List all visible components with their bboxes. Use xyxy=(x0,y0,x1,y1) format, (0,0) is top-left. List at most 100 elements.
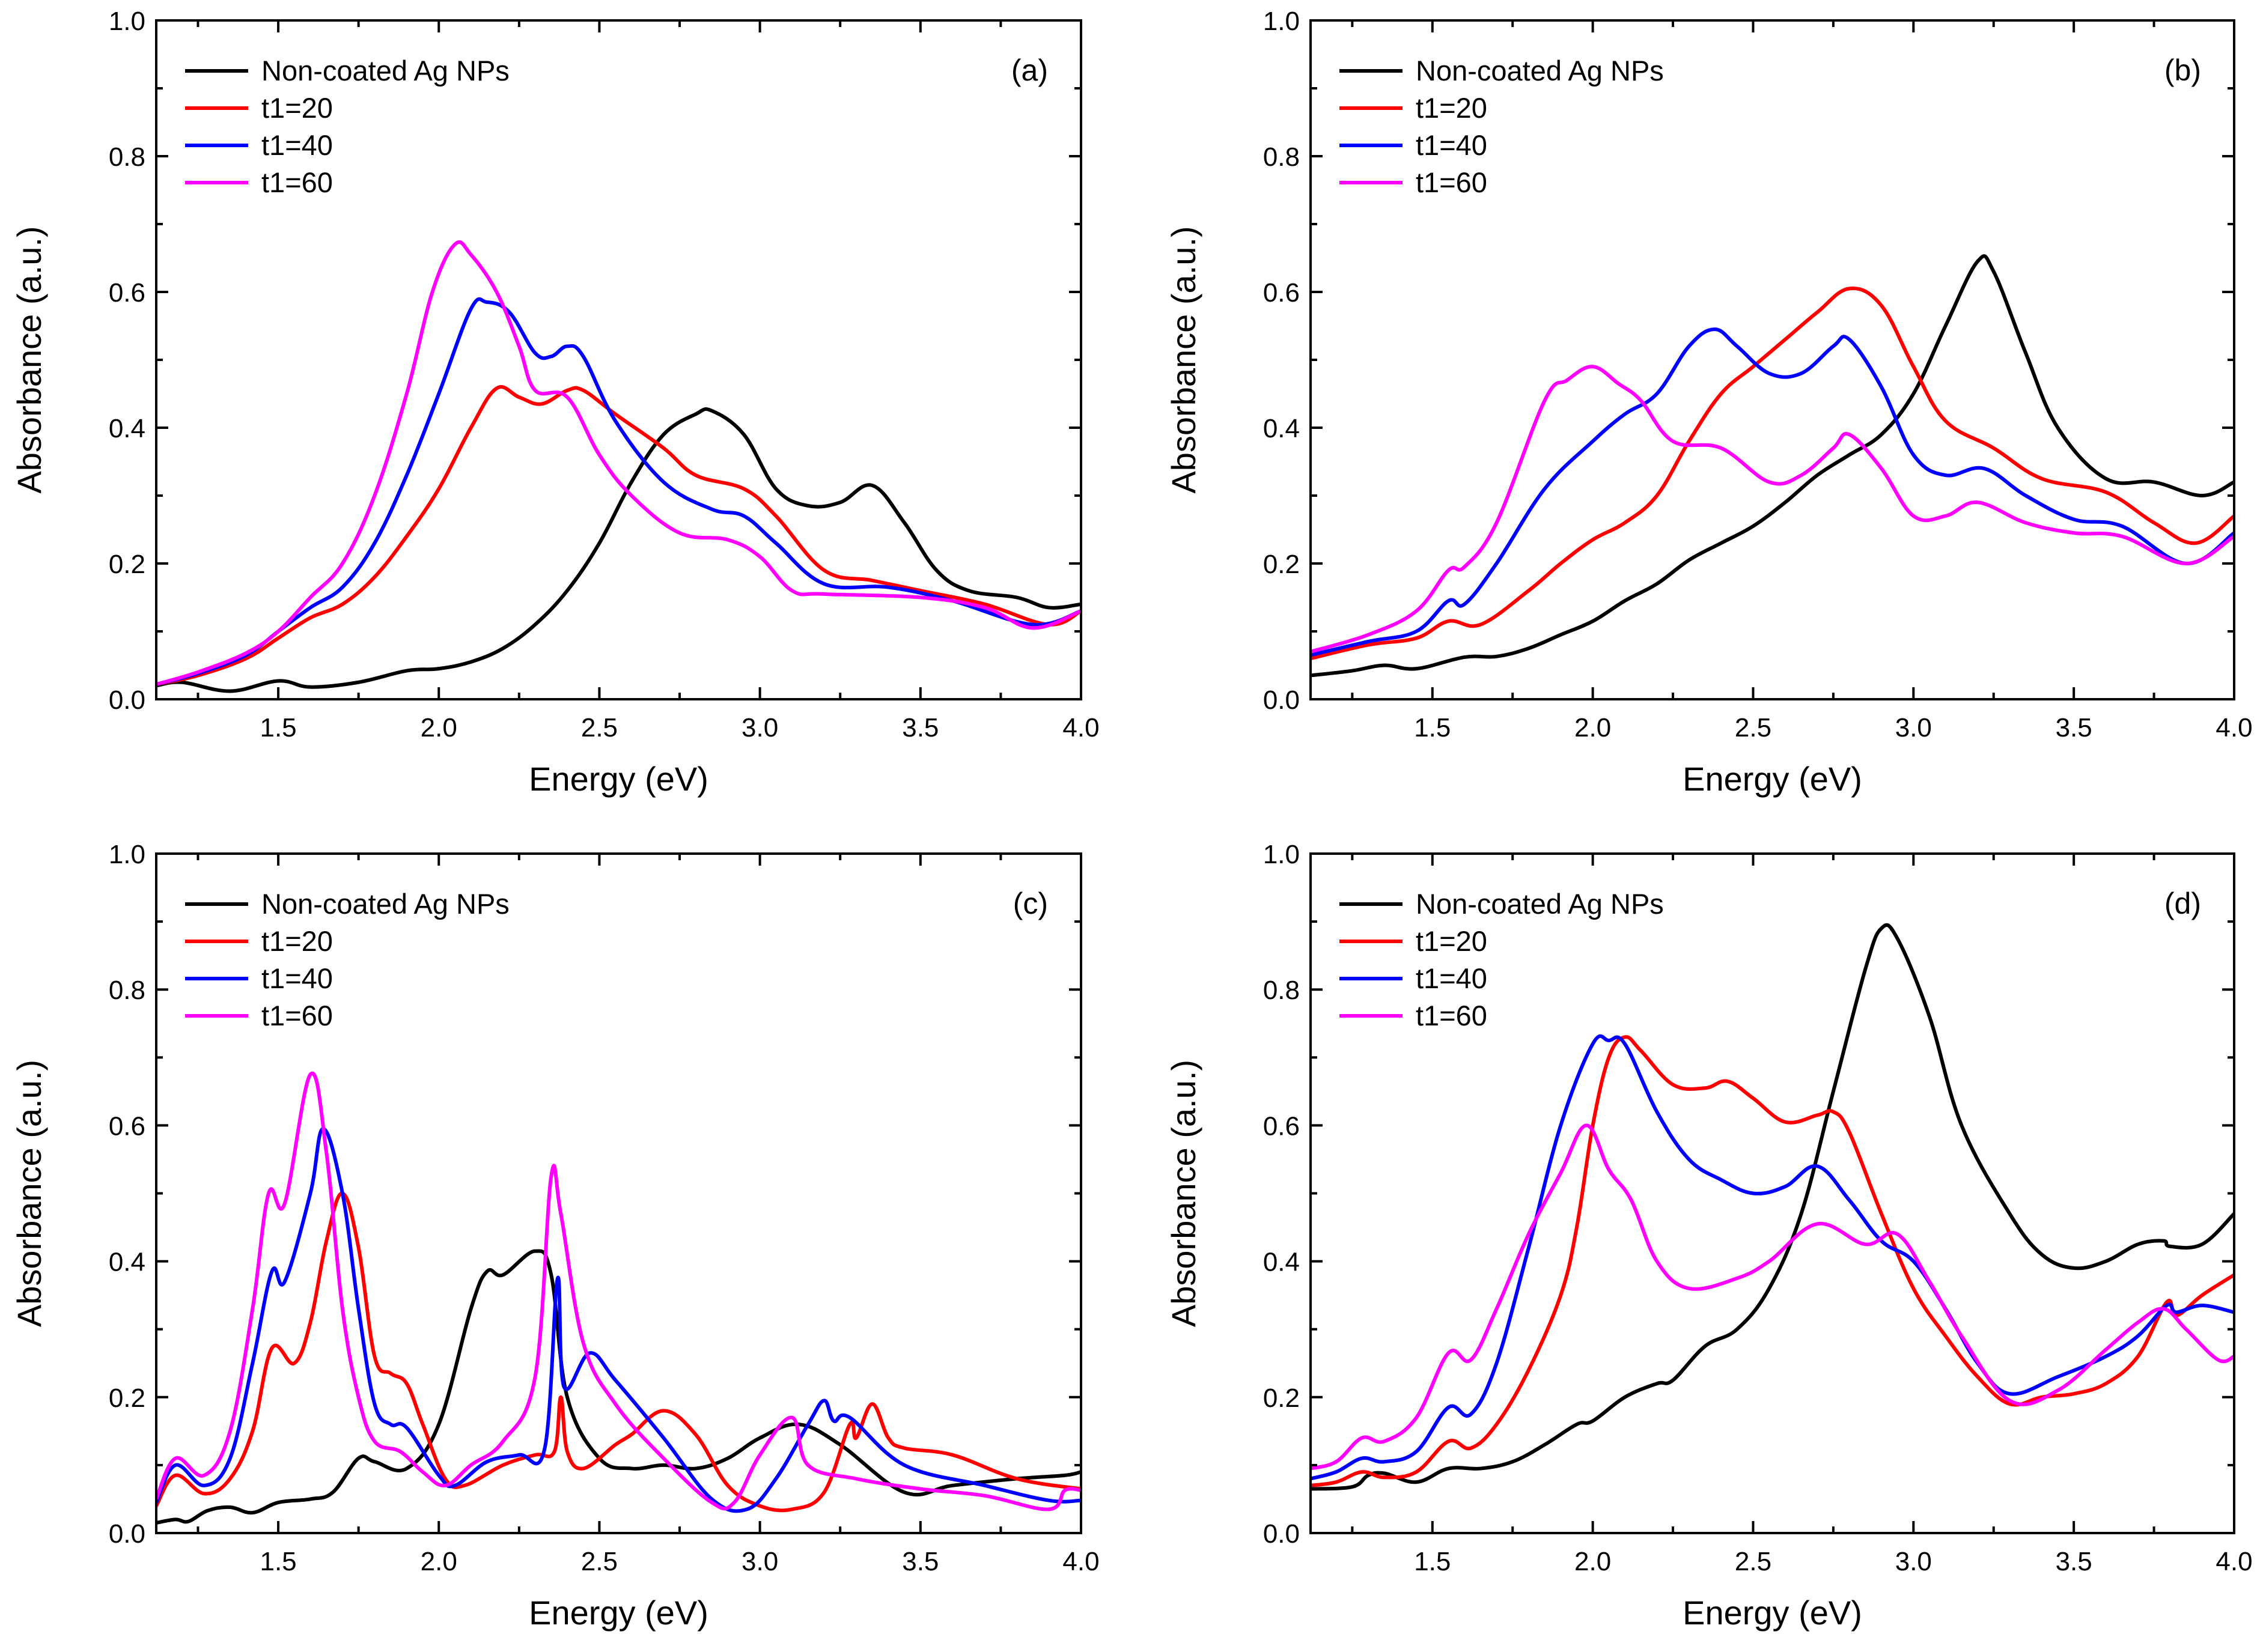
legend: Non-coated Ag NPs t1=20 t1=40 t1=60 xyxy=(185,888,510,1031)
panel-label: (a) xyxy=(1011,53,1048,87)
series-line-t1-60 xyxy=(1311,365,2234,654)
series-line-t1-60 xyxy=(156,1071,1081,1511)
chart-panel: 1.5 2.0 2.5 3.0 3.5 4.0 0.0 0.2 0.4 0.6 0.8 1.0 Ener… xyxy=(1165,840,2253,1632)
legend-label: t1=20 xyxy=(1416,92,1487,124)
legend: Non-coated Ag NPs t1=20 t1=40 t1=60 xyxy=(185,55,510,198)
series-line-t1-40 xyxy=(156,297,1081,687)
x-axis-title: Energy (eV) xyxy=(1683,1594,1862,1632)
y-tick-label: 0.0 xyxy=(1263,685,1300,715)
y-axis-title: Absorbance (a.u.) xyxy=(10,226,48,493)
x-tick-label: 2.5 xyxy=(1735,1547,1771,1576)
x-tick-label: 3.0 xyxy=(1895,713,1932,742)
x-tick-label: 2.5 xyxy=(1735,713,1771,742)
y-axis-title: Absorbance (a.u.) xyxy=(1165,226,1202,493)
x-axis-title: Energy (eV) xyxy=(529,1594,708,1632)
legend: Non-coated Ag NPs t1=20 t1=40 t1=60 xyxy=(1339,888,1664,1031)
series-line-t1-20 xyxy=(1311,1035,2234,1487)
x-tick-label: 3.0 xyxy=(1895,1547,1932,1576)
y-tick-label: 0.8 xyxy=(109,976,145,1005)
x-axis-title: Energy (eV) xyxy=(1683,760,1862,798)
y-axis-title: Absorbance (a.u.) xyxy=(10,1060,48,1327)
x-tick-label: 3.0 xyxy=(742,713,778,742)
x-tick-label: 1.5 xyxy=(260,1547,296,1576)
y-tick-label: 0.8 xyxy=(1263,142,1300,172)
y-tick-label: 0.8 xyxy=(109,142,145,172)
y-tick-label: 0.6 xyxy=(109,278,145,308)
x-tick-label: 2.5 xyxy=(581,1547,618,1576)
y-tick-label: 0.4 xyxy=(1263,414,1300,443)
y-tick-label: 0.4 xyxy=(109,414,145,443)
x-tick-label: 2.0 xyxy=(1574,713,1611,742)
y-tick-label: 0.0 xyxy=(109,1519,145,1549)
x-tick-label: 2.0 xyxy=(421,713,457,742)
y-tick-label: 0.4 xyxy=(1263,1248,1300,1277)
legend-label: t1=40 xyxy=(261,129,333,161)
x-tick-label: 3.5 xyxy=(2056,1547,2092,1576)
y-tick-label: 1.0 xyxy=(109,840,145,869)
x-tick-label: 4.0 xyxy=(1062,713,1099,742)
x-axis-title: Energy (eV) xyxy=(529,760,708,798)
legend-label: Non-coated Ag NPs xyxy=(1416,888,1664,920)
legend-label: t1=60 xyxy=(1416,1000,1487,1031)
x-tick-label: 3.5 xyxy=(902,1547,939,1576)
x-tick-label: 4.0 xyxy=(2216,1547,2252,1576)
y-tick-label: 0.2 xyxy=(1263,1383,1300,1413)
y-tick-label: 1.0 xyxy=(109,7,145,36)
series-line-non-coated-ag-nps xyxy=(156,407,1081,693)
x-tick-label: 3.0 xyxy=(742,1547,778,1576)
y-tick-label: 0.8 xyxy=(1263,976,1300,1005)
y-tick-label: 0.6 xyxy=(109,1111,145,1141)
panel-label: (b) xyxy=(2164,53,2201,87)
x-tick-label: 2.0 xyxy=(421,1547,457,1576)
chart-panel: 1.5 2.0 2.5 3.0 3.5 4.0 0.0 0.2 0.4 0.6 0.8 1.0 Ener… xyxy=(1165,7,2253,798)
series-line-t1-60 xyxy=(156,240,1081,687)
series-line-non-coated-ag-nps xyxy=(1311,923,2234,1491)
legend-label: Non-coated Ag NPs xyxy=(1416,55,1664,87)
legend: Non-coated Ag NPs t1=20 t1=40 t1=60 xyxy=(1339,55,1664,198)
x-tick-label: 1.5 xyxy=(1414,713,1451,742)
series-line-non-coated-ag-nps xyxy=(1311,254,2234,678)
legend-label: Non-coated Ag NPs xyxy=(261,888,510,920)
y-tick-label: 0.2 xyxy=(1263,550,1300,579)
y-tick-label: 0.4 xyxy=(109,1248,145,1277)
legend-label: t1=20 xyxy=(261,92,333,124)
legend-label: t1=60 xyxy=(261,166,333,198)
y-tick-label: 0.2 xyxy=(109,1383,145,1413)
legend-label: t1=60 xyxy=(1416,166,1487,198)
legend-label: t1=40 xyxy=(1416,962,1487,994)
chart-panel: 1.5 2.0 2.5 3.0 3.5 4.0 0.0 0.2 0.4 0.6 0.8 1.0 Ener… xyxy=(10,840,1100,1632)
legend-label: t1=20 xyxy=(261,925,333,957)
y-tick-label: 0.6 xyxy=(1263,278,1300,308)
x-tick-label: 3.5 xyxy=(902,713,939,742)
x-tick-label: 4.0 xyxy=(1062,1547,1099,1576)
legend-label: t1=40 xyxy=(261,962,333,994)
y-tick-label: 1.0 xyxy=(1263,7,1300,36)
x-tick-label: 1.5 xyxy=(260,713,296,742)
series-line-non-coated-ag-nps xyxy=(156,1249,1081,1525)
panel-label: (d) xyxy=(2164,887,2201,920)
x-tick-label: 2.5 xyxy=(581,713,618,742)
y-tick-label: 0.6 xyxy=(1263,1111,1300,1141)
series-line-t1-40 xyxy=(156,1127,1081,1513)
series-line-t1-20 xyxy=(156,1191,1081,1513)
series-line-t1-40 xyxy=(1311,327,2234,657)
legend-label: t1=40 xyxy=(1416,129,1487,161)
x-tick-label: 2.0 xyxy=(1574,1547,1611,1576)
legend-label: Non-coated Ag NPs xyxy=(261,55,510,87)
panel-label: (c) xyxy=(1013,887,1048,920)
x-tick-label: 3.5 xyxy=(2056,713,2092,742)
y-axis-title: Absorbance (a.u.) xyxy=(1165,1060,1202,1327)
x-tick-label: 4.0 xyxy=(2216,713,2252,742)
series-line-t1-20 xyxy=(156,385,1081,687)
legend-label: t1=20 xyxy=(1416,925,1487,957)
x-tick-label: 1.5 xyxy=(1414,1547,1451,1576)
y-tick-label: 0.2 xyxy=(109,550,145,579)
y-tick-label: 0.0 xyxy=(109,685,145,715)
y-tick-label: 0.0 xyxy=(1263,1519,1300,1549)
series-line-t1-20 xyxy=(1311,287,2234,661)
series-line-t1-60 xyxy=(1311,1123,2234,1471)
chart-panel: 1.5 2.0 2.5 3.0 3.5 4.0 0.0 0.2 0.4 0.6 0.8 1.0 Ener… xyxy=(10,7,1100,798)
legend-label: t1=60 xyxy=(261,1000,333,1031)
series-line-t1-40 xyxy=(1311,1034,2234,1481)
